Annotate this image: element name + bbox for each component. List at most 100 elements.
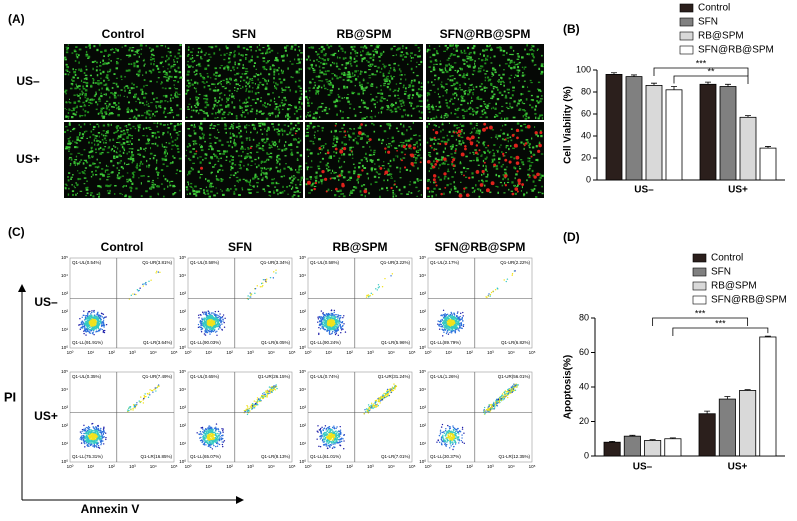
cell-green xyxy=(218,139,222,142)
cell-green xyxy=(483,54,486,57)
cell-green xyxy=(213,105,216,108)
cell-green xyxy=(185,155,187,157)
cell-green xyxy=(98,162,101,164)
cell-green xyxy=(274,128,277,130)
event-dot xyxy=(216,334,218,336)
cell-green xyxy=(476,157,479,160)
cell-green xyxy=(279,163,281,166)
cell-green xyxy=(437,158,440,162)
cell-green xyxy=(209,184,212,187)
cell-green xyxy=(195,110,198,113)
cell-green xyxy=(119,127,122,129)
cell-green xyxy=(454,112,457,115)
cell-green xyxy=(133,174,135,177)
event-dot xyxy=(93,317,95,319)
cell-green xyxy=(127,158,130,160)
cell-red xyxy=(384,147,387,150)
cell-green xyxy=(206,75,210,78)
cell-green xyxy=(469,89,473,91)
event-dot xyxy=(223,321,225,324)
cell-green xyxy=(163,195,165,198)
cell-green xyxy=(391,136,394,140)
cell-green xyxy=(482,141,486,143)
cell-green xyxy=(410,67,413,71)
cell-green xyxy=(328,107,331,110)
cell-green xyxy=(513,100,516,103)
cell-green xyxy=(151,115,153,117)
cell-green xyxy=(298,165,302,168)
cell-green xyxy=(231,95,234,98)
cell-green xyxy=(501,138,504,141)
cell-green xyxy=(192,188,194,191)
cell-green xyxy=(344,97,346,99)
cell-green xyxy=(277,108,280,110)
cell-green xyxy=(404,90,407,93)
cell-green xyxy=(402,109,406,112)
cell-green xyxy=(351,150,353,153)
cell-green xyxy=(346,179,349,181)
cell-green xyxy=(411,88,415,92)
cell-green xyxy=(88,105,91,107)
cell-green xyxy=(69,153,73,155)
cell-green xyxy=(428,152,431,154)
cell-green xyxy=(221,165,223,167)
cell-green xyxy=(462,99,466,102)
cell-green xyxy=(265,172,268,174)
cell-green xyxy=(408,139,411,142)
cell-green xyxy=(231,163,234,166)
cell-green xyxy=(236,179,239,182)
cell-green xyxy=(453,77,456,80)
cell-green xyxy=(397,90,400,92)
cell-green xyxy=(205,178,207,181)
cell-red xyxy=(508,160,512,164)
cell-green xyxy=(506,166,508,168)
cell-green xyxy=(441,122,444,124)
cell-red xyxy=(536,172,540,177)
cell-green xyxy=(363,166,367,169)
cell-green xyxy=(232,66,235,69)
cell-green xyxy=(105,83,108,86)
cell-green xyxy=(443,86,445,89)
cell-green xyxy=(287,117,290,121)
cell-green xyxy=(276,160,279,163)
cell-green xyxy=(521,74,525,77)
cell-green xyxy=(251,55,253,58)
cell-green xyxy=(523,147,525,150)
cell-green xyxy=(335,123,337,125)
cell-green xyxy=(138,168,142,171)
cell-green xyxy=(493,152,495,155)
event-dot xyxy=(87,321,89,324)
cell-green xyxy=(131,187,133,190)
cell-green xyxy=(322,62,326,66)
event-dot xyxy=(201,327,204,330)
cell-green xyxy=(162,95,166,97)
cell-green xyxy=(141,102,144,104)
cell-green xyxy=(294,105,297,109)
cell-green xyxy=(212,107,214,110)
cell-green xyxy=(329,89,333,92)
cell-green xyxy=(167,68,169,70)
cell-green xyxy=(281,149,284,152)
cell-green xyxy=(517,102,520,105)
cell-green xyxy=(107,184,110,188)
cell-green xyxy=(472,151,475,153)
cell-green xyxy=(68,109,71,111)
cell-green xyxy=(173,126,176,129)
cell-green xyxy=(498,134,501,138)
cell-green xyxy=(68,150,70,152)
cell-green xyxy=(199,161,202,164)
cell-green xyxy=(232,127,234,130)
cell-green xyxy=(370,149,372,152)
cell-green xyxy=(126,136,129,138)
cell-green xyxy=(149,116,152,119)
cell-green xyxy=(346,79,348,82)
cell-green xyxy=(229,83,232,85)
cell-green xyxy=(400,51,404,54)
cell-green xyxy=(231,158,234,161)
cell-green xyxy=(534,108,537,111)
cell-green xyxy=(242,111,245,114)
cell-green xyxy=(106,151,110,154)
cell-green xyxy=(142,96,146,99)
cell-green xyxy=(413,79,416,82)
cell-green xyxy=(381,106,384,109)
